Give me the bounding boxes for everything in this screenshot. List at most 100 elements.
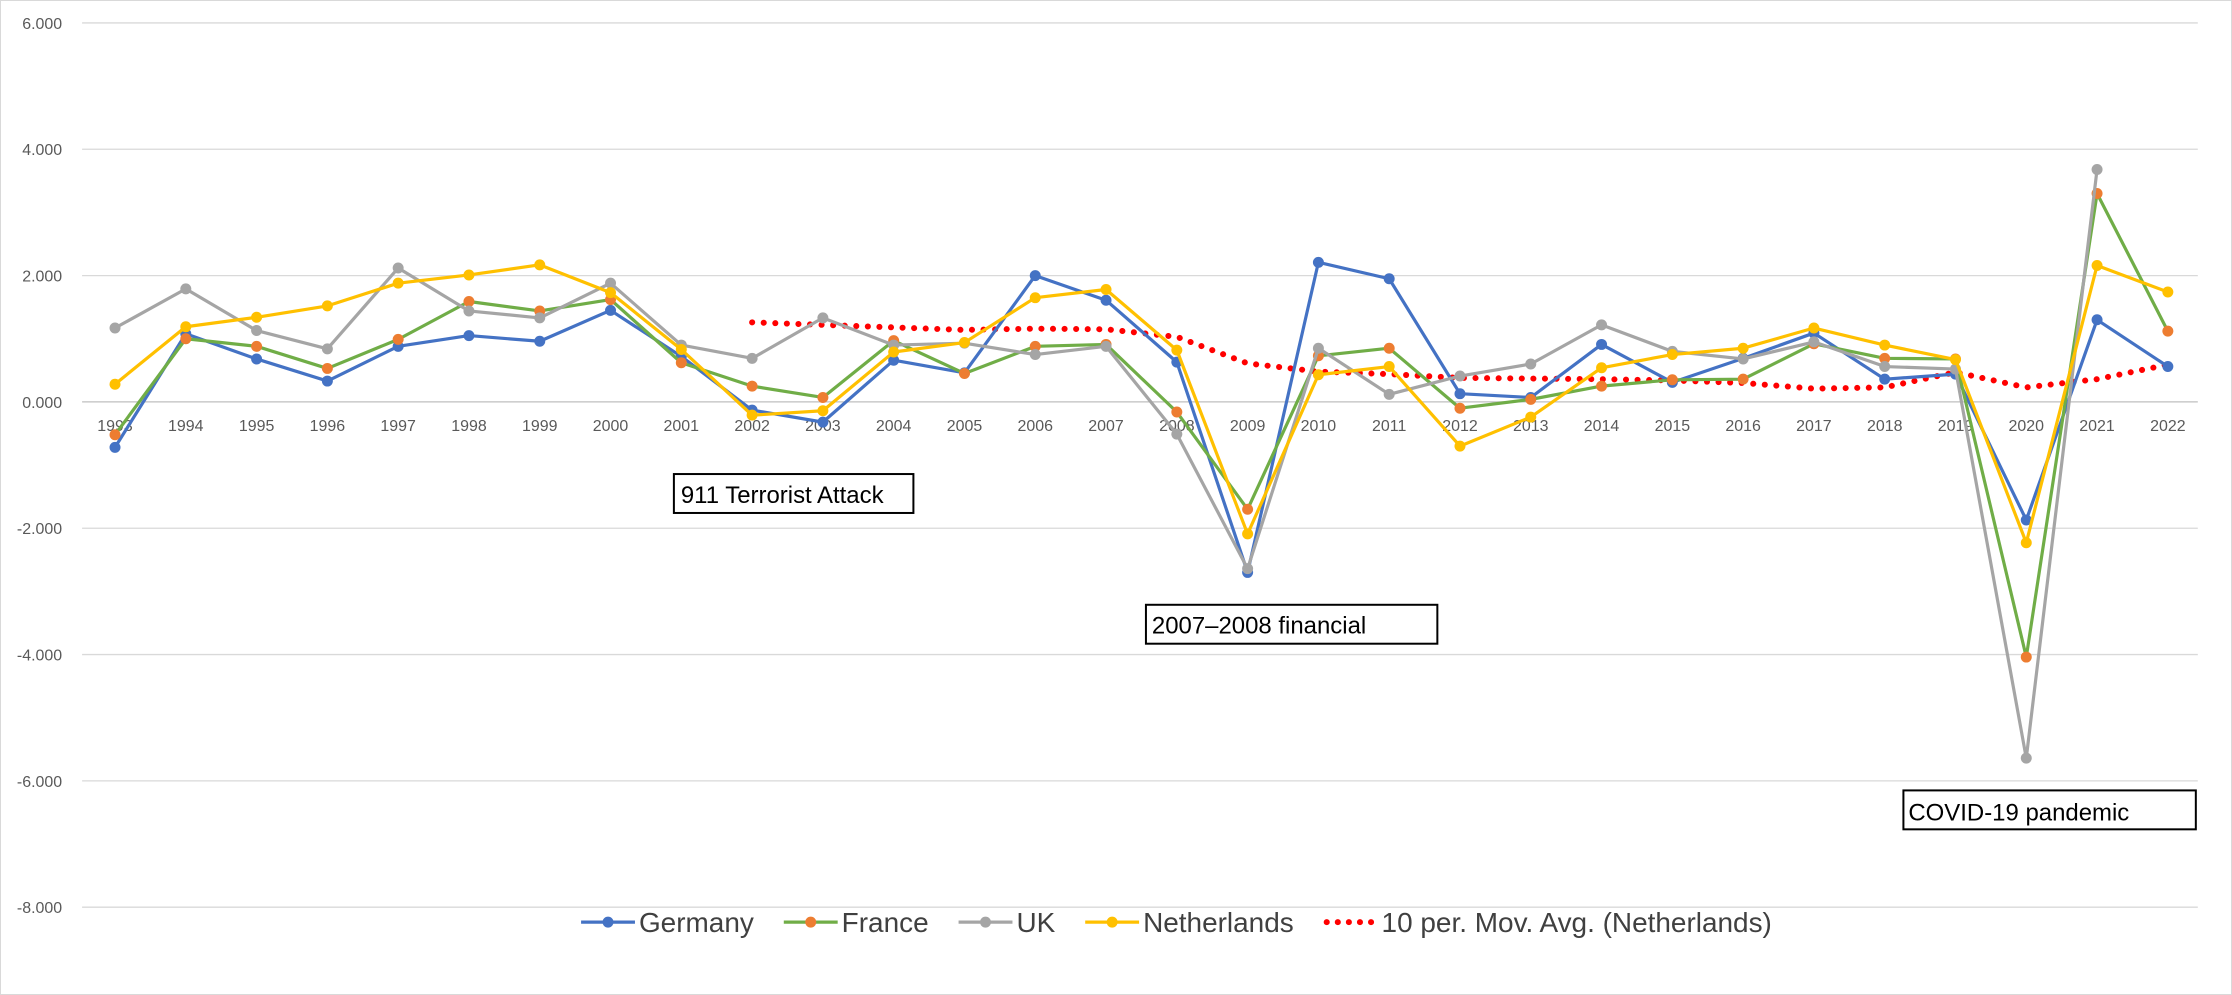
point-uk-2018 xyxy=(1879,361,1891,373)
point-netherlands-1997 xyxy=(392,277,404,289)
point-france-1997 xyxy=(392,333,404,345)
legend-item-france: France xyxy=(783,907,929,938)
point-germany-1996 xyxy=(321,375,333,387)
x-tick-label: 2012 xyxy=(1442,418,1478,435)
point-germany-2007 xyxy=(1100,294,1112,306)
y-tick-label: 2.000 xyxy=(22,269,62,286)
annotation-911: 911 Terrorist Attack xyxy=(672,473,915,514)
annotation-covid: COVID-19 pandemic xyxy=(1902,789,2197,831)
x-tick-label: 2007 xyxy=(1088,418,1124,435)
point-germany-2003 xyxy=(817,416,829,428)
y-tick-label: -6.000 xyxy=(17,774,62,791)
point-uk-1997 xyxy=(392,262,404,274)
point-france-2009 xyxy=(1242,503,1254,515)
point-netherlands-2005 xyxy=(958,337,970,349)
point-netherlands-2010 xyxy=(1312,369,1324,381)
point-netherlands-2002 xyxy=(746,409,758,421)
legend-marker-germany xyxy=(602,916,614,928)
x-axis-tick-labels: 1993 1994 1995 1996 1997 1998 1999 2000 2001 2002… xyxy=(97,418,2185,435)
point-france-2020 xyxy=(2020,651,2032,663)
line-germany xyxy=(113,260,2169,575)
legend-marker-uk xyxy=(980,916,992,928)
point-germany-1999 xyxy=(534,335,546,347)
legend-marker-netherlands xyxy=(1106,916,1118,928)
legend-label-netherlands: Netherlands xyxy=(1143,907,1294,938)
point-netherlands-2019 xyxy=(1950,354,1961,366)
point-france-2003 xyxy=(817,391,829,403)
point-france-2013 xyxy=(1525,393,1537,405)
y-tick-label: -8.000 xyxy=(17,900,62,917)
gridlines xyxy=(82,22,2198,908)
point-germany-2006 xyxy=(1029,270,1041,282)
annotation-financial-crisis-text: 2007–2008 financial xyxy=(1152,613,1366,640)
y-tick-label: 4.000 xyxy=(22,142,62,159)
point-germany-2014 xyxy=(1596,338,1608,350)
point-netherlands-2007 xyxy=(1100,283,1112,295)
x-tick-label: 2010 xyxy=(1301,418,1337,435)
point-france-2011 xyxy=(1383,342,1395,354)
point-netherlands-2021 xyxy=(2091,259,2103,271)
y-tick-label: -2.000 xyxy=(17,521,62,538)
x-tick-label: 2022 xyxy=(2150,418,2186,435)
point-france-2018 xyxy=(1879,352,1891,364)
point-netherlands-2014 xyxy=(1596,362,1608,374)
annotation-financial-crisis-box xyxy=(1144,603,1439,645)
point-france-2002 xyxy=(746,380,758,392)
point-germany-2020 xyxy=(2020,514,2032,526)
point-netherlands-2003 xyxy=(817,405,829,417)
point-netherlands-2013 xyxy=(1525,411,1537,423)
x-tick-label: 2015 xyxy=(1655,418,1691,435)
point-france-2015 xyxy=(1666,374,1678,386)
point-uk-1998 xyxy=(463,305,475,317)
point-uk-1999 xyxy=(534,312,546,324)
point-france-2016 xyxy=(1737,373,1749,385)
point-germany-2011 xyxy=(1383,273,1395,285)
point-netherlands-2008 xyxy=(1171,344,1183,356)
y-tick-label: 6.000 xyxy=(22,16,62,33)
point-france-2022 xyxy=(2162,325,2174,337)
point-germany-1995 xyxy=(251,353,263,365)
point-france-2001 xyxy=(675,357,687,369)
x-tick-label: 1998 xyxy=(451,418,487,435)
x-tick-label: 1996 xyxy=(310,418,346,435)
point-uk-2008 xyxy=(1171,428,1183,440)
point-uk-1995 xyxy=(251,325,263,337)
annotation-financial-crisis: 2007–2008 financial xyxy=(1144,603,1439,645)
point-netherlands-2017 xyxy=(1808,322,1820,334)
point-germany-2010 xyxy=(1312,256,1324,268)
point-netherlands-2006 xyxy=(1029,292,1041,304)
point-netherlands-1995 xyxy=(251,311,263,323)
point-netherlands-1996 xyxy=(321,300,333,312)
point-uk-1994 xyxy=(180,283,192,295)
point-germany-2018 xyxy=(1879,373,1891,385)
point-uk-2017 xyxy=(1808,336,1820,348)
x-tick-label: 2016 xyxy=(1725,418,1761,435)
point-uk-2013 xyxy=(1525,358,1537,370)
point-netherlands-1998 xyxy=(463,269,475,281)
point-netherlands-2022 xyxy=(2162,286,2174,298)
point-france-2008 xyxy=(1171,406,1183,418)
point-netherlands-2016 xyxy=(1737,342,1749,354)
x-tick-label: 1997 xyxy=(380,418,416,435)
legend-label-uk: UK xyxy=(1016,907,1055,938)
x-tick-label: 2018 xyxy=(1867,418,1903,435)
x-tick-label: 2009 xyxy=(1230,418,1266,435)
point-uk-2007 xyxy=(1100,340,1112,352)
series-france xyxy=(109,187,2174,663)
annotation-covid-box xyxy=(1902,789,2197,831)
point-germany-1998 xyxy=(463,330,475,342)
annotation-covid-text: COVID-19 pandemic xyxy=(1908,799,2129,826)
x-tick-label: 2006 xyxy=(1018,418,1054,435)
point-netherlands-2009 xyxy=(1242,528,1254,540)
x-tick-label: 2004 xyxy=(876,418,912,435)
legend-label-france: France xyxy=(842,907,929,938)
legend-item-uk: UK xyxy=(958,907,1056,938)
point-uk-2012 xyxy=(1454,370,1466,382)
x-tick-label: 2002 xyxy=(734,418,770,435)
point-netherlands-2012 xyxy=(1454,440,1466,452)
x-tick-label: 2014 xyxy=(1584,418,1620,435)
point-uk-2014 xyxy=(1596,319,1608,331)
point-france-2014 xyxy=(1596,380,1608,392)
x-tick-label: 2011 xyxy=(1372,418,1406,435)
